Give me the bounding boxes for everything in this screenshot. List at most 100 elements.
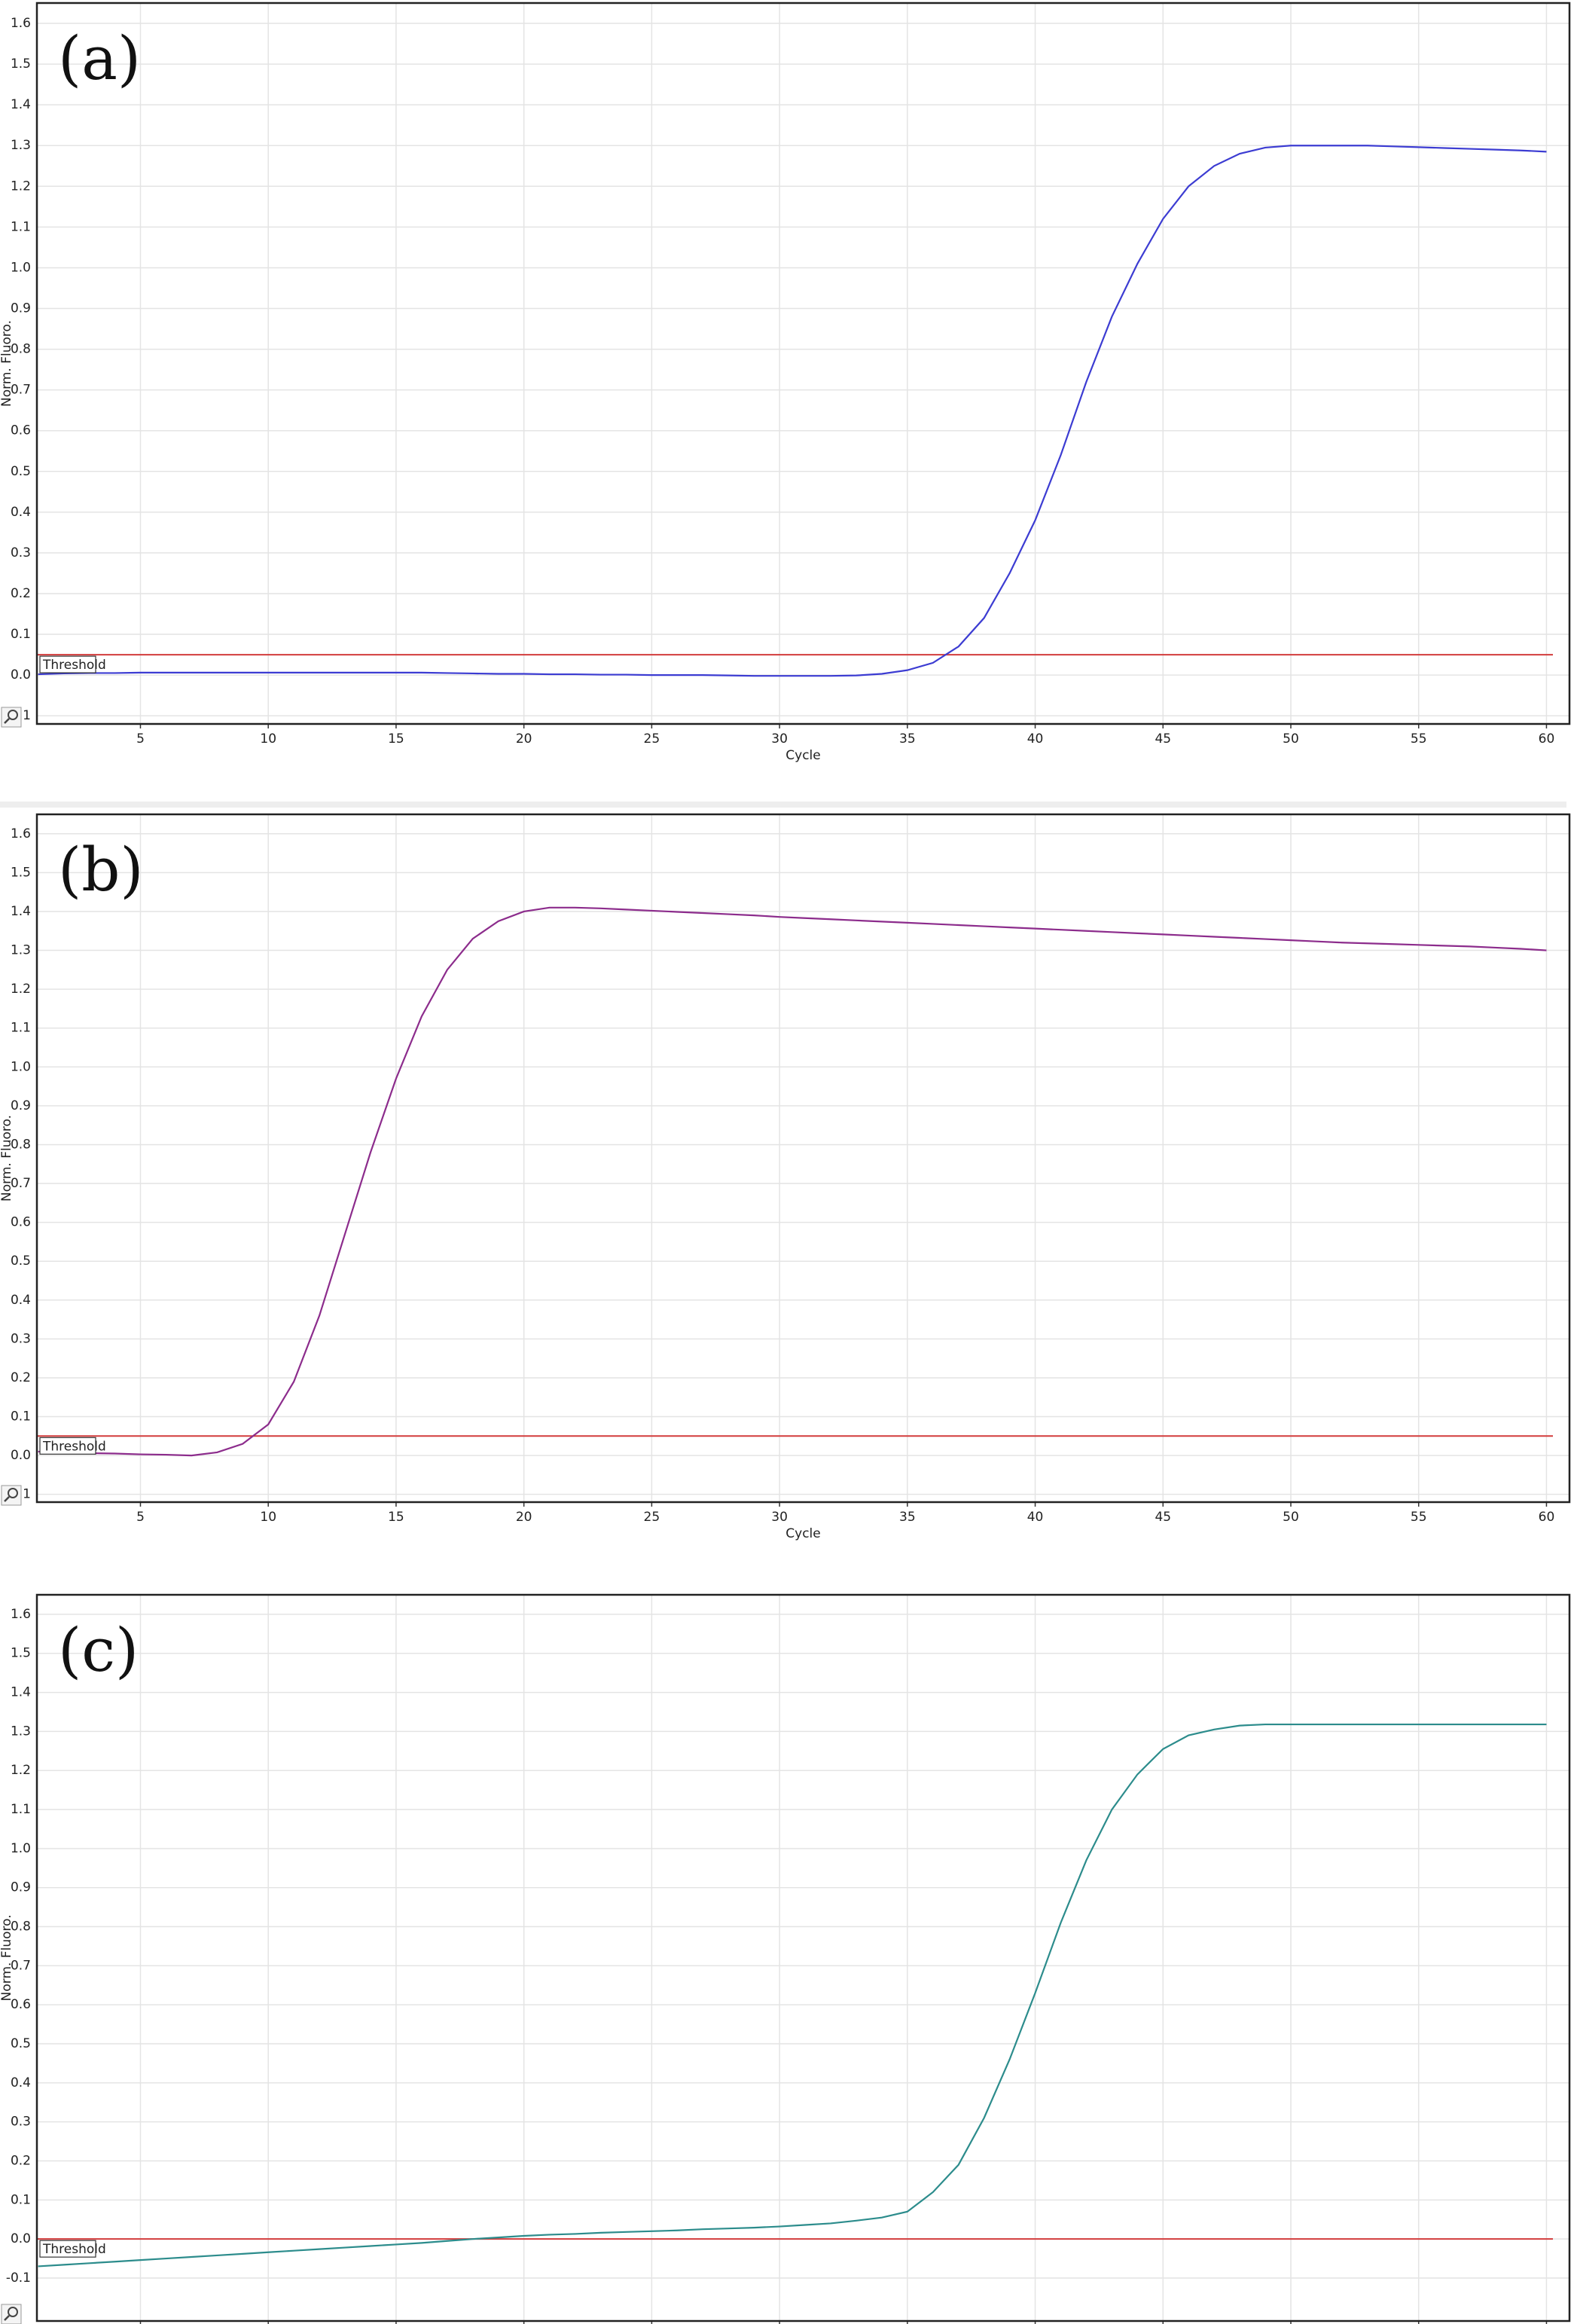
y-tick-label: 1.3 <box>11 138 31 153</box>
y-tick-label: 0.1 <box>11 1409 31 1425</box>
y-tick-label: 1.4 <box>11 904 31 919</box>
y-tick-label: 1.3 <box>11 1724 31 1739</box>
amplification-curve <box>38 906 1547 1457</box>
y-tick-label: 0.6 <box>11 1997 31 2012</box>
x-tick-label: 40 <box>1027 731 1044 747</box>
y-tick-label: 0.2 <box>11 2154 31 2169</box>
y-tick-label: 0.1 <box>11 2192 31 2207</box>
amplification-curve <box>38 145 1547 677</box>
x-tick-label: 15 <box>388 731 404 747</box>
y-tick-label: 0.5 <box>11 1254 31 1269</box>
y-tick-label: 1.5 <box>11 56 31 72</box>
y-axis-label: Norm. Fluoro. <box>0 1115 14 1202</box>
y-axis-label: Norm. Fluoro. <box>0 320 14 407</box>
zoom-icon <box>8 710 18 720</box>
x-tick-label: 5 <box>136 1510 145 1525</box>
plot-frame <box>35 2 1571 725</box>
y-tick-label: 0.4 <box>11 505 31 520</box>
y-tick-label: 1.1 <box>11 1021 31 1036</box>
zoom-icon <box>8 1488 18 1498</box>
x-tick-label: 30 <box>771 731 788 747</box>
amplification-curve <box>38 1723 1547 2268</box>
x-tick-label: 20 <box>516 1510 532 1525</box>
y-tick-label: -0.1 <box>6 2271 31 2286</box>
y-tick-label: 1.0 <box>11 1059 31 1074</box>
threshold-label-box <box>39 655 96 673</box>
y-tick-label: 0.5 <box>11 2036 31 2051</box>
y-tick-label: 0.4 <box>11 1293 31 1308</box>
y-tick-label: 0.8 <box>11 342 31 357</box>
plot-area <box>37 3 1569 724</box>
panel-label: (a) <box>58 23 141 93</box>
x-tick-label: 10 <box>260 731 276 747</box>
y-tick-label: 0.6 <box>11 1215 31 1230</box>
y-tick-label: 0.7 <box>11 1176 31 1191</box>
y-tick-label: 1.4 <box>11 97 31 112</box>
x-axis-label: Cycle <box>785 1526 820 1541</box>
y-tick-label: 0.2 <box>11 586 31 601</box>
x-tick-label: 50 <box>1283 731 1299 747</box>
y-tick-label: 0.2 <box>11 1370 31 1385</box>
threshold-label: Threshold <box>42 2242 106 2257</box>
y-tick-label: 1.5 <box>11 1646 31 1661</box>
panel-label: (b) <box>58 835 144 905</box>
y-tick-label: 1.4 <box>11 1685 31 1700</box>
y-tick-label: 0.1 <box>11 627 31 642</box>
zoom-button <box>1 1485 22 1506</box>
x-axis-label: Cycle <box>785 748 820 763</box>
y-tick-label: 0.9 <box>11 1880 31 1895</box>
y-tick-label: 1.6 <box>11 16 31 31</box>
x-tick-label: 30 <box>771 1510 788 1525</box>
x-tick-label: 25 <box>644 1510 660 1525</box>
x-tick-label: 40 <box>1027 1510 1044 1525</box>
x-tick-label: 60 <box>1539 1510 1555 1525</box>
y-tick-label: 0.3 <box>11 545 31 560</box>
x-tick-label: 50 <box>1283 1510 1299 1525</box>
y-tick-label: 0.3 <box>11 1331 31 1346</box>
separator <box>0 1580 1566 1586</box>
panel-label: (c) <box>58 1615 139 1685</box>
y-tick-label: 0.8 <box>11 1919 31 1935</box>
y-tick-label: 1.0 <box>11 1841 31 1856</box>
threshold-label: Threshold <box>42 1439 106 1454</box>
y-tick-label: 1.6 <box>11 826 31 841</box>
y-tick-label: 0.0 <box>11 2231 31 2246</box>
y-tick-label: 0.9 <box>11 301 31 316</box>
x-tick-label: 15 <box>388 1510 404 1525</box>
plot-area <box>37 1595 1569 2321</box>
x-tick-label: 10 <box>260 1510 276 1525</box>
separator <box>0 802 1566 808</box>
zoom-icon <box>4 2315 10 2321</box>
threshold-label-box <box>39 2240 96 2258</box>
y-tick-label: 0.5 <box>11 464 31 479</box>
y-tick-label: 0.0 <box>11 667 31 683</box>
y-axis-label: Norm. Fluoro. <box>0 1915 14 2002</box>
x-tick-label: 35 <box>899 731 916 747</box>
x-tick-label: 5 <box>136 731 145 747</box>
y-tick-label: 1.2 <box>11 982 31 997</box>
y-tick-label: 0.8 <box>11 1137 31 1152</box>
x-tick-label: 20 <box>516 731 532 747</box>
y-tick-label: 1.3 <box>11 943 31 958</box>
threshold-label: Threshold <box>42 658 106 673</box>
y-tick-label: 0.9 <box>11 1098 31 1113</box>
y-tick-label: 1.1 <box>11 1802 31 1817</box>
x-tick-label: 25 <box>644 731 660 747</box>
y-tick-label: 1.5 <box>11 865 31 880</box>
x-tick-label: 60 <box>1539 731 1555 747</box>
y-tick-label: 0.3 <box>11 2115 31 2130</box>
x-tick-label: 45 <box>1155 1510 1171 1525</box>
x-tick-label: 35 <box>899 1510 916 1525</box>
y-tick-label: 0.4 <box>11 2075 31 2090</box>
y-tick-label: 0.0 <box>11 1448 31 1463</box>
y-tick-label: 1.2 <box>11 179 31 194</box>
zoom-icon <box>4 1496 10 1502</box>
x-tick-label: 45 <box>1155 731 1171 747</box>
y-tick-label: 1.1 <box>11 219 31 234</box>
zoom-icon <box>8 2307 18 2317</box>
threshold-label-box <box>39 1437 96 1455</box>
x-tick-label: 55 <box>1411 1510 1427 1525</box>
y-tick-label: 1.6 <box>11 1607 31 1622</box>
plot-frame <box>35 1593 1571 2322</box>
